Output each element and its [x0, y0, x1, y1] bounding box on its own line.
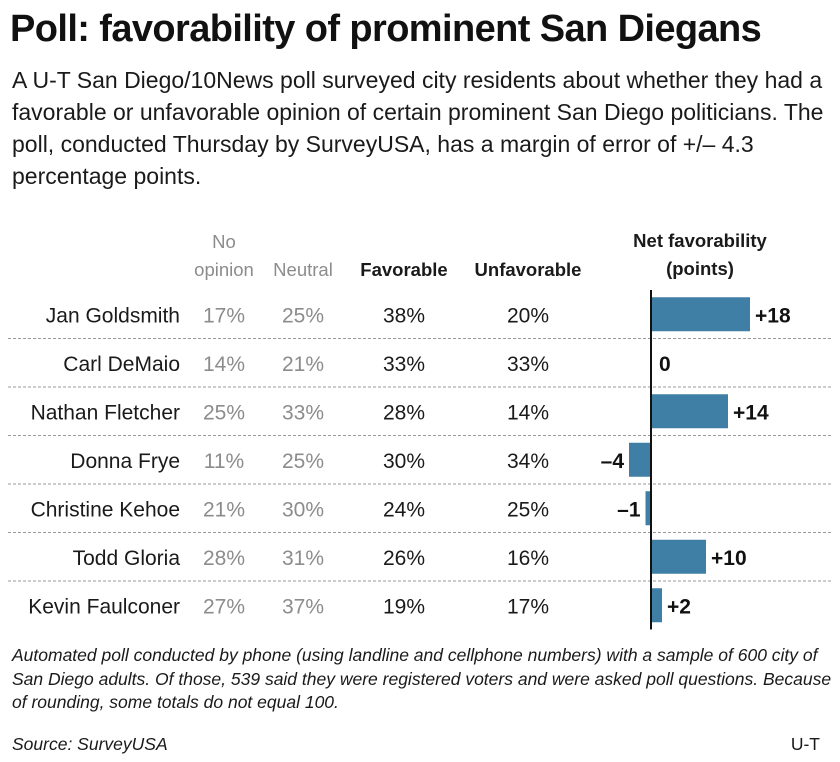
- cell-unfavorable: 16%: [507, 547, 549, 570]
- cell-unfavorable: 34%: [507, 450, 549, 473]
- cell-favorable: 26%: [383, 547, 425, 570]
- column-header-favorable: Favorable: [360, 259, 447, 280]
- chart-title: Poll: favorability of prominent San Dieg…: [10, 8, 762, 50]
- cell-unfavorable: 25%: [507, 498, 549, 521]
- cell-unfavorable: 17%: [507, 595, 549, 618]
- cell-neutral: 30%: [282, 498, 324, 521]
- cell-neutral: 31%: [282, 547, 324, 570]
- cell-no-opinion: 25%: [203, 401, 245, 424]
- net-favorability-header: Net favorability: [633, 230, 767, 251]
- net-value-label: +2: [667, 595, 691, 618]
- cell-unfavorable: 14%: [507, 401, 549, 424]
- net-bar: [651, 297, 750, 332]
- cell-favorable: 28%: [383, 401, 425, 424]
- cell-neutral: 25%: [282, 450, 324, 473]
- net-bar: [651, 539, 706, 574]
- cell-favorable: 30%: [383, 450, 425, 473]
- net-bar: [645, 491, 651, 526]
- column-header-neutral: Neutral: [273, 259, 333, 280]
- credit-logo: U-T: [790, 734, 820, 754]
- column-header-unfavorable: Unfavorable: [475, 259, 582, 280]
- cell-neutral: 21%: [282, 353, 324, 376]
- row-name: Jan Goldsmith: [46, 304, 180, 327]
- row-name: Christine Kehoe: [31, 498, 180, 521]
- row-name: Donna Frye: [70, 450, 180, 473]
- net-value-label: +10: [711, 547, 747, 570]
- cell-no-opinion: 11%: [204, 450, 244, 473]
- cell-neutral: 37%: [282, 595, 324, 618]
- column-header-no-opinion: No: [212, 231, 236, 252]
- net-value-label: +14: [733, 401, 769, 424]
- chart-subtitle: A U-T San Diego/10News poll surveyed cit…: [12, 67, 824, 189]
- net-bar: [651, 588, 662, 623]
- cell-no-opinion: 21%: [203, 498, 245, 521]
- cell-no-opinion: 17%: [203, 304, 245, 327]
- cell-neutral: 33%: [282, 401, 324, 424]
- cell-favorable: 38%: [383, 304, 425, 327]
- cell-favorable: 19%: [383, 595, 425, 618]
- column-header-no-opinion: opinion: [194, 259, 254, 280]
- row-name: Kevin Faulconer: [28, 595, 180, 618]
- net-favorability-header: (points): [666, 258, 734, 279]
- row-name: Nathan Fletcher: [31, 401, 180, 424]
- net-bar: [629, 442, 651, 477]
- cell-favorable: 33%: [383, 353, 425, 376]
- cell-no-opinion: 28%: [203, 547, 245, 570]
- cell-no-opinion: 27%: [203, 595, 245, 618]
- cell-no-opinion: 14%: [203, 353, 245, 376]
- net-value-label: –1: [617, 498, 641, 521]
- cell-unfavorable: 20%: [507, 304, 549, 327]
- cell-neutral: 25%: [282, 304, 324, 327]
- cell-unfavorable: 33%: [507, 353, 549, 376]
- net-bar: [651, 394, 728, 429]
- cell-favorable: 24%: [383, 498, 425, 521]
- footnote: Automated poll conducted by phone (using…: [12, 645, 832, 712]
- net-value-label: 0: [659, 353, 671, 376]
- row-name: Todd Gloria: [73, 547, 181, 570]
- row-name: Carl DeMaio: [63, 353, 180, 376]
- net-value-label: +18: [755, 304, 791, 327]
- source-note: Source: SurveyUSA: [12, 734, 168, 754]
- net-value-label: –4: [601, 450, 625, 473]
